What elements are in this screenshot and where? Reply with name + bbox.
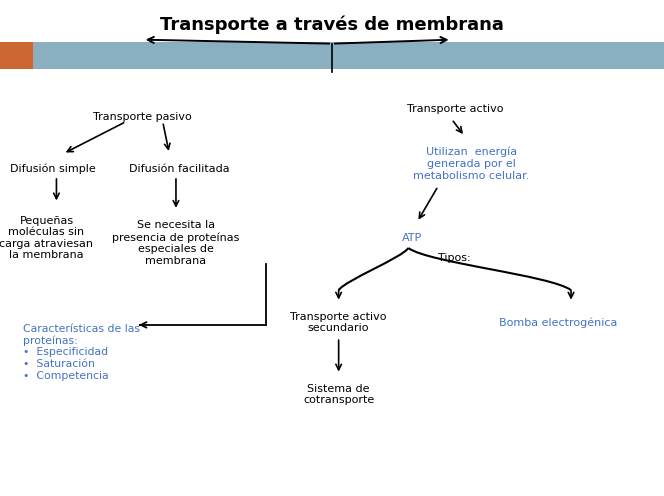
Bar: [0, 42, 664, 69]
Text: Transporte activo: Transporte activo: [406, 104, 503, 114]
Text: Se necesita la
presencia de proteínas
especiales de
membrana: Se necesita la presencia de proteínas es…: [112, 220, 240, 266]
Text: Sistema de
cotransporte: Sistema de cotransporte: [303, 383, 374, 405]
Bar: [0, 42, 33, 69]
Text: Tipos:: Tipos:: [438, 253, 471, 263]
Text: ATP: ATP: [402, 233, 422, 243]
Text: Transporte a través de membrana: Transporte a través de membrana: [160, 15, 504, 34]
Text: Bomba electrogénica: Bomba electrogénica: [499, 317, 617, 328]
Text: Transporte pasivo: Transporte pasivo: [94, 112, 192, 122]
Text: Difusión facilitada: Difusión facilitada: [129, 164, 230, 174]
Text: Pequeñas
moléculas sin
carga atraviesan
la membrana: Pequeñas moléculas sin carga atraviesan …: [0, 216, 94, 260]
Text: Utilizan  energía
generada por el
metabolismo celular.: Utilizan energía generada por el metabol…: [413, 147, 530, 181]
Text: Difusión simple: Difusión simple: [10, 163, 96, 174]
Text: Transporte activo
secundario: Transporte activo secundario: [290, 311, 387, 333]
Text: Características de las
proteínas:
•  Especificidad
•  Saturación
•  Competencia: Características de las proteínas: • Espe…: [23, 324, 140, 380]
